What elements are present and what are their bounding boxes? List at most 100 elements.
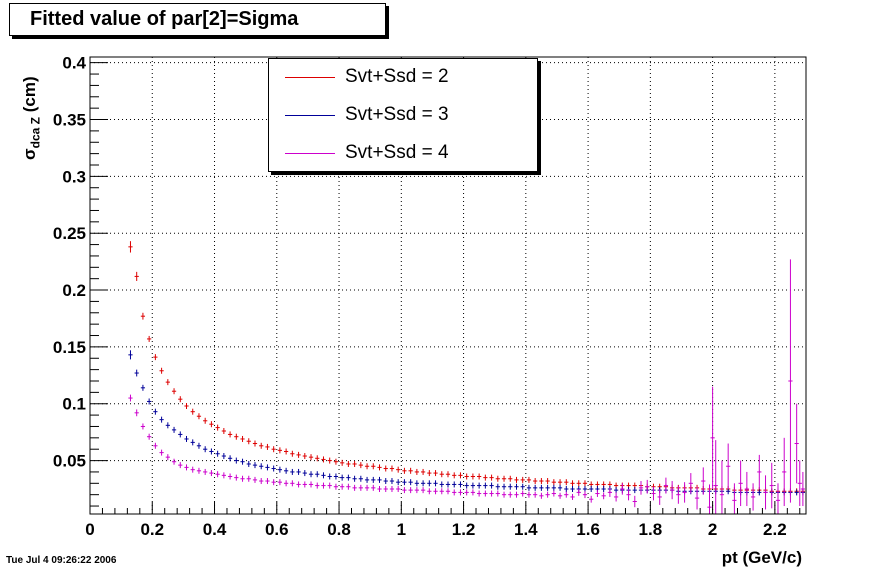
data-point [209, 470, 214, 477]
data-point [483, 474, 488, 481]
legend: Svt+Ssd = 2 Svt+Ssd = 3 Svt+Ssd = 4 [268, 58, 538, 172]
data-point [694, 486, 700, 510]
data-point [327, 457, 332, 464]
data-point [147, 433, 152, 440]
y-tick-label: 0.05 [53, 452, 86, 471]
data-point [582, 485, 588, 492]
data-point [277, 479, 283, 486]
data-point [427, 480, 432, 487]
data-point [564, 485, 569, 492]
data-point [159, 367, 164, 374]
x-axis-label: pt (GeV/c) [721, 548, 802, 567]
data-point [190, 466, 195, 473]
data-point [726, 488, 731, 495]
data-point [346, 460, 351, 467]
data-point [302, 481, 307, 488]
data-point [346, 474, 351, 481]
data-point [184, 464, 189, 471]
data-point [408, 487, 413, 494]
x-tick-label: 0.8 [327, 520, 351, 539]
data-point [750, 483, 756, 511]
data-point [271, 465, 276, 472]
data-point [265, 464, 270, 471]
data-point [321, 472, 326, 479]
data-point [396, 466, 401, 473]
data-point [296, 468, 301, 475]
data-point [551, 490, 556, 497]
data-point [340, 474, 345, 481]
data-point [221, 428, 226, 435]
data-point [757, 489, 762, 496]
data-point [396, 485, 401, 492]
data-point [545, 484, 550, 491]
data-point [153, 442, 158, 449]
data-point [215, 450, 220, 457]
data-point [613, 492, 619, 502]
data-point [271, 446, 276, 453]
data-point [240, 435, 245, 442]
data-point [651, 486, 656, 501]
legend-label: Svt+Ssd = 2 [345, 66, 449, 87]
x-tick-label: 1.8 [639, 520, 663, 539]
data-point [147, 398, 152, 405]
data-point [508, 483, 513, 490]
data-point [613, 487, 619, 494]
data-point [495, 475, 500, 482]
data-point [408, 479, 413, 486]
data-point [377, 476, 382, 483]
data-point [290, 450, 295, 457]
y-axis-label: σdca Z (cm) [20, 76, 42, 160]
data-point [315, 455, 320, 462]
data-point [788, 259, 793, 503]
data-point [402, 487, 407, 494]
data-point [234, 457, 239, 464]
data-point [184, 435, 189, 442]
data-point [557, 484, 563, 491]
data-point [227, 455, 233, 462]
data-point [477, 490, 482, 497]
data-point [203, 446, 208, 453]
data-point [501, 483, 507, 490]
data-point [433, 488, 438, 495]
data-point [383, 485, 388, 492]
data-point [464, 489, 469, 496]
data-point [539, 492, 544, 499]
data-point [539, 484, 544, 491]
plot-frame [89, 56, 807, 515]
data-point [340, 459, 345, 466]
data-point [732, 483, 737, 514]
data-point [352, 460, 357, 467]
x-tick-label: 1.6 [576, 520, 600, 539]
data-point [495, 490, 500, 497]
data-point [551, 484, 556, 491]
data-point [514, 491, 519, 498]
data-point [364, 484, 370, 491]
data-point [171, 426, 177, 433]
data-point [782, 437, 787, 507]
data-point [738, 460, 743, 507]
data-point [240, 475, 245, 482]
data-point [140, 384, 146, 391]
data-point [364, 476, 370, 483]
data-point [321, 456, 326, 463]
data-point [358, 475, 363, 482]
data-point [458, 489, 463, 496]
x-tick-label: 1.4 [514, 520, 538, 539]
data-point [209, 448, 214, 455]
data-point [526, 491, 532, 498]
data-point [315, 471, 320, 478]
data-point [215, 424, 220, 431]
data-point [308, 454, 314, 461]
data-point [557, 492, 563, 499]
data-point [134, 369, 139, 377]
data-point [259, 442, 264, 449]
data-point [539, 478, 544, 485]
data-point [726, 443, 731, 489]
x-tick-label: 2 [708, 520, 717, 539]
x-tick-label: 1.2 [452, 520, 476, 539]
data-point [321, 482, 326, 489]
y-axis-subscript: dca Z [28, 117, 43, 149]
data-point [165, 454, 170, 461]
data-point [215, 471, 220, 478]
legend-line-blue [285, 115, 335, 116]
